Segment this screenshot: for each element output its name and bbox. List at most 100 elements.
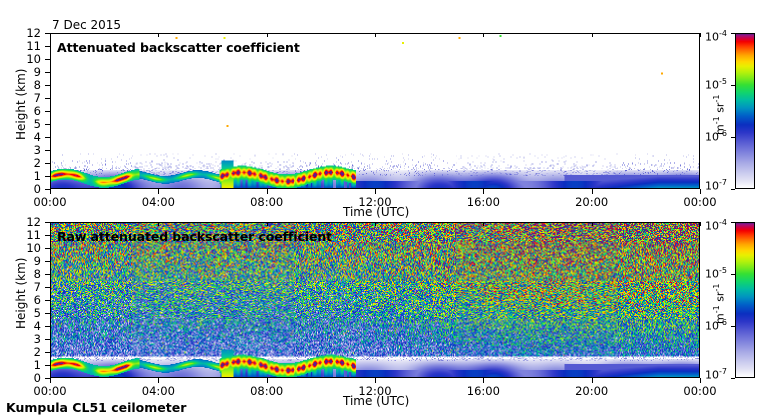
ytick-mark-top-11 xyxy=(45,46,50,47)
ytick-mark-top-7 xyxy=(45,98,50,99)
xtick-label-bottom-3: 12:00 xyxy=(358,384,392,398)
ytick-label-top-1: 1 xyxy=(33,169,41,183)
ytick-mark-top-6 xyxy=(45,111,50,112)
xlabel-bottom: Time (UTC) xyxy=(343,394,410,408)
ytick-mark-bottom-6 xyxy=(45,300,50,301)
xtick-mark-top-4 xyxy=(483,189,484,194)
ytick-label-bottom-5: 5 xyxy=(33,306,41,320)
xtick-mark-topedge-bottom-3 xyxy=(375,222,376,226)
ytick-label-bottom-6: 6 xyxy=(33,293,41,307)
xtick-label-top-5: 20:00 xyxy=(575,195,609,209)
colorbar-tick-label-bottom-3: 10-7 xyxy=(705,367,727,382)
panel-attenuated-backscatter xyxy=(50,33,700,189)
cb-exponent: -4 xyxy=(719,218,727,227)
cb-mantissa: 10 xyxy=(705,368,720,382)
ytick-label-bottom-7: 7 xyxy=(33,280,41,294)
xtick-label-bottom-2: 08:00 xyxy=(250,384,284,398)
xtick-label-bottom-6: 00:00 xyxy=(683,384,717,398)
xtick-mark-bottom-1 xyxy=(158,378,159,383)
colorbar-tick-label-bottom-1: 10-5 xyxy=(705,266,727,281)
ylabel-bottom: Height (km) xyxy=(14,257,28,329)
ytick-label-bottom-8: 8 xyxy=(33,267,41,281)
colorbar-tick-bottom-2 xyxy=(731,326,735,327)
cb-exponent: -6 xyxy=(719,318,727,327)
ytick-label-top-6: 6 xyxy=(33,104,41,118)
xtick-label-bottom-5: 20:00 xyxy=(575,384,609,398)
ytick-mark-top-2 xyxy=(45,163,50,164)
xtick-label-bottom-1: 04:00 xyxy=(141,384,175,398)
xtick-label-top-0: 00:00 xyxy=(33,195,67,209)
cb-mantissa: 10 xyxy=(705,219,720,233)
xtick-mark-bottom-2 xyxy=(267,378,268,383)
ytick-mark-top-12 xyxy=(45,33,50,34)
ytick-mark-top-9 xyxy=(45,72,50,73)
colorbar-tick-label-top-1: 10-5 xyxy=(705,77,727,92)
footer-instrument-label: Kumpula CL51 ceilometer xyxy=(6,400,187,415)
cb-unit-sup1-top: -1 xyxy=(712,116,721,125)
ytick-mark-top-5 xyxy=(45,124,50,125)
cb-mantissa: 10 xyxy=(705,267,720,281)
xtick-mark-topedge-top-1 xyxy=(158,33,159,37)
xtick-label-top-3: 12:00 xyxy=(358,195,392,209)
colorbar-tick-label-top-0: 10-4 xyxy=(705,29,727,44)
ytick-label-top-10: 10 xyxy=(26,52,41,66)
colorbar-tick-bottom-1 xyxy=(731,274,735,275)
ytick-label-bottom-4: 4 xyxy=(33,319,41,333)
xtick-mark-bottom-0 xyxy=(50,378,51,383)
panel-raw-attenuated-backscatter xyxy=(50,222,700,378)
xtick-mark-topedge-top-6 xyxy=(700,33,701,37)
xtick-mark-bottom-3 xyxy=(375,378,376,383)
xtick-label-bottom-4: 16:00 xyxy=(466,384,500,398)
ytick-label-bottom-0: 0 xyxy=(33,371,41,385)
ytick-mark-bottom-0 xyxy=(45,378,50,379)
ytick-mark-bottom-11 xyxy=(45,235,50,236)
ytick-mark-top-3 xyxy=(45,150,50,151)
cb-unit-sr-top: sr xyxy=(713,102,727,117)
ytick-label-bottom-11: 11 xyxy=(26,228,41,242)
ytick-mark-bottom-1 xyxy=(45,365,50,366)
colorbar-tick-top-2 xyxy=(731,137,735,138)
xlabel-top: Time (UTC) xyxy=(343,205,410,219)
ytick-label-top-3: 3 xyxy=(33,143,41,157)
ytick-label-top-2: 2 xyxy=(33,156,41,170)
colorbar-top xyxy=(735,33,755,189)
cb-unit-sup1-bottom: -1 xyxy=(712,305,721,314)
ytick-mark-top-8 xyxy=(45,85,50,86)
colorbar-tick-label-bottom-2: 10-6 xyxy=(705,318,727,333)
ytick-mark-bottom-3 xyxy=(45,339,50,340)
ytick-mark-bottom-10 xyxy=(45,248,50,249)
cb-mantissa: 10 xyxy=(705,78,720,92)
colorbar-tick-label-top-3: 10-7 xyxy=(705,178,727,193)
xtick-mark-topedge-top-2 xyxy=(267,33,268,37)
xtick-mark-topedge-top-0 xyxy=(50,33,51,37)
xtick-mark-topedge-top-5 xyxy=(592,33,593,37)
cb-mantissa: 10 xyxy=(705,30,720,44)
ytick-label-top-5: 5 xyxy=(33,117,41,131)
xtick-mark-bottom-5 xyxy=(592,378,593,383)
date-label: 7 Dec 2015 xyxy=(52,18,122,32)
xtick-mark-top-2 xyxy=(267,189,268,194)
xtick-mark-topedge-bottom-5 xyxy=(592,222,593,226)
cb-mantissa: 10 xyxy=(705,179,720,193)
ytick-label-bottom-2: 2 xyxy=(33,345,41,359)
cb-unit-sr-bottom: sr xyxy=(713,291,727,306)
colorbar-tick-top-1 xyxy=(731,85,735,86)
ytick-mark-bottom-9 xyxy=(45,261,50,262)
xtick-mark-top-6 xyxy=(700,189,701,194)
xtick-mark-topedge-top-4 xyxy=(483,33,484,37)
ytick-label-bottom-12: 12 xyxy=(26,215,41,229)
ytick-mark-top-4 xyxy=(45,137,50,138)
cb-mantissa: 10 xyxy=(705,319,720,333)
ytick-mark-bottom-8 xyxy=(45,274,50,275)
cb-unit-sup2-bottom: -1 xyxy=(712,283,721,292)
heatmap-raw xyxy=(51,223,699,377)
colorbar-tick-top-0 xyxy=(731,33,735,34)
xtick-mark-top-1 xyxy=(158,189,159,194)
xtick-mark-topedge-bottom-0 xyxy=(50,222,51,226)
xtick-label-top-6: 00:00 xyxy=(683,195,717,209)
xtick-label-top-4: 16:00 xyxy=(466,195,500,209)
ytick-label-bottom-3: 3 xyxy=(33,332,41,346)
colorbar-tick-label-bottom-0: 10-4 xyxy=(705,218,727,233)
xtick-mark-topedge-bottom-4 xyxy=(483,222,484,226)
